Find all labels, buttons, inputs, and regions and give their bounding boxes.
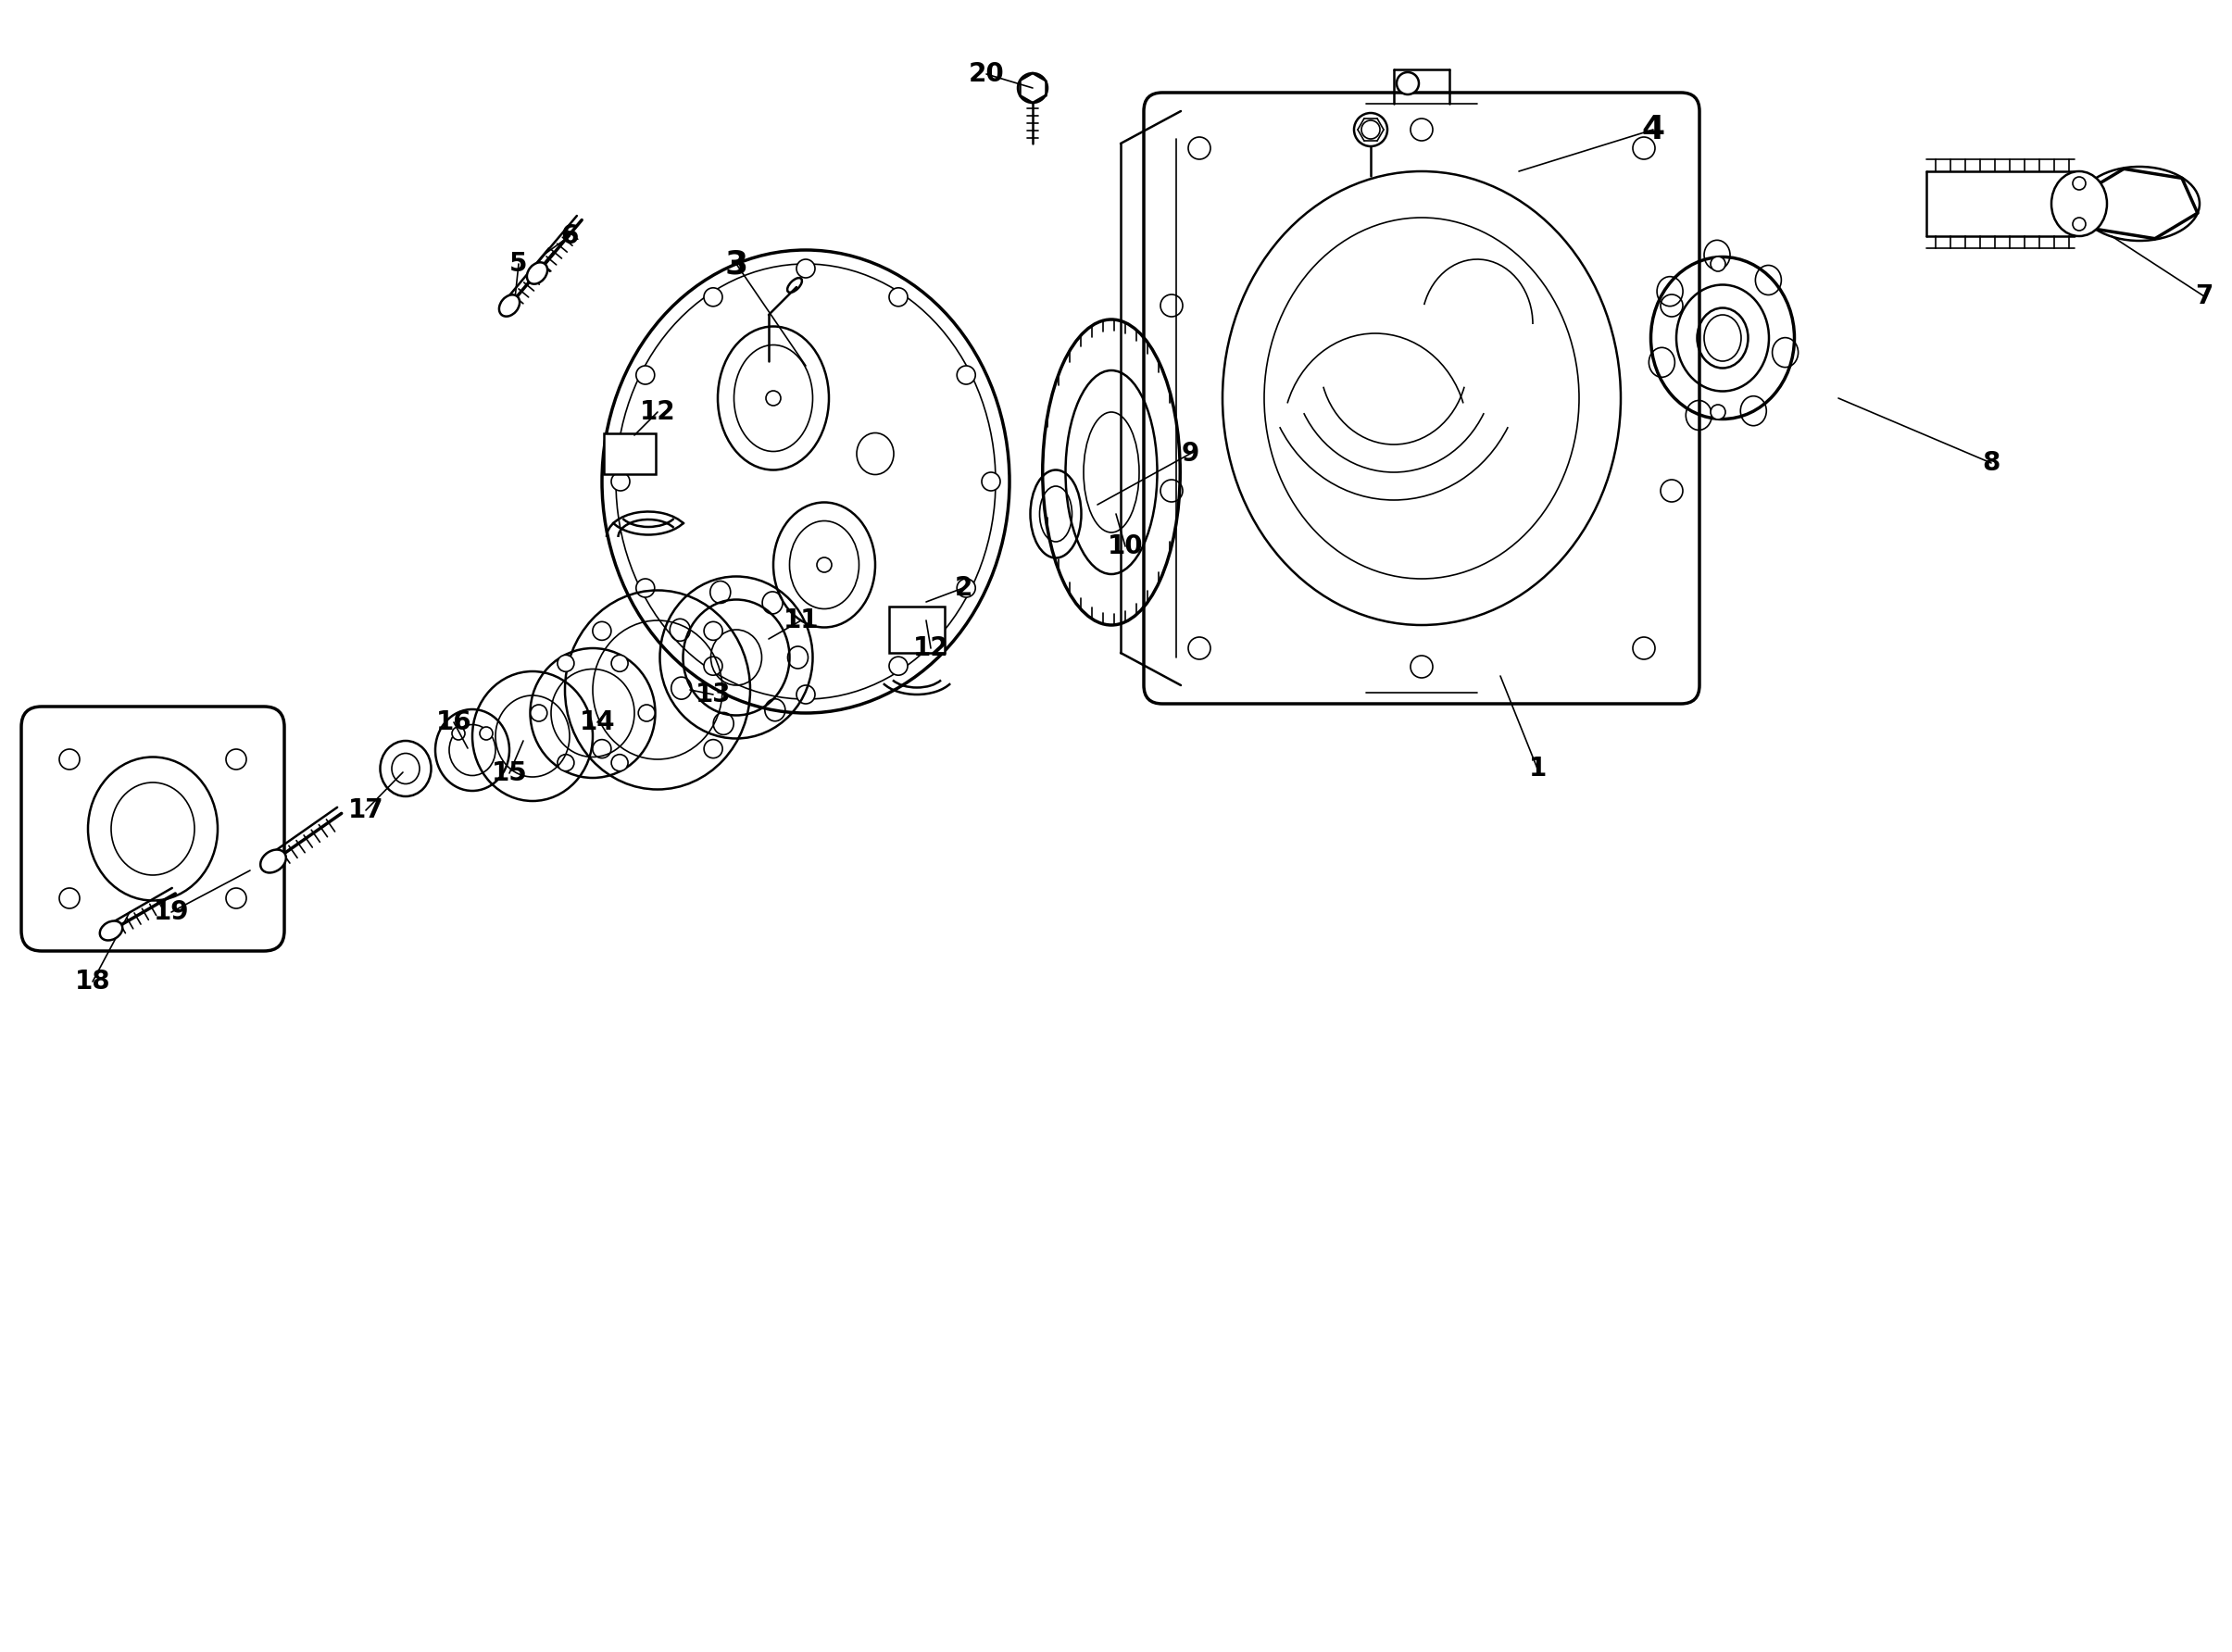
Circle shape bbox=[1161, 294, 1183, 317]
Circle shape bbox=[1661, 479, 1683, 502]
Text: 3: 3 bbox=[725, 248, 748, 279]
Circle shape bbox=[480, 727, 493, 740]
Circle shape bbox=[1187, 638, 1210, 659]
Circle shape bbox=[1710, 405, 1725, 420]
Circle shape bbox=[797, 686, 815, 704]
Text: 13: 13 bbox=[694, 682, 732, 707]
Text: 4: 4 bbox=[1641, 114, 1665, 145]
Circle shape bbox=[1710, 256, 1725, 271]
Text: 12: 12 bbox=[913, 636, 949, 661]
Circle shape bbox=[638, 705, 654, 722]
Circle shape bbox=[1397, 73, 1420, 94]
Text: 20: 20 bbox=[969, 61, 1004, 88]
Ellipse shape bbox=[100, 920, 123, 940]
Text: 2: 2 bbox=[955, 575, 973, 601]
Circle shape bbox=[531, 705, 547, 722]
Circle shape bbox=[1661, 294, 1683, 317]
Bar bbox=[888, 606, 944, 653]
Circle shape bbox=[451, 727, 464, 740]
Text: 16: 16 bbox=[435, 709, 471, 735]
Circle shape bbox=[636, 578, 654, 598]
Text: 6: 6 bbox=[560, 223, 578, 249]
Ellipse shape bbox=[261, 849, 286, 872]
Text: 19: 19 bbox=[154, 899, 190, 925]
Circle shape bbox=[225, 889, 246, 909]
Circle shape bbox=[1634, 137, 1654, 159]
Circle shape bbox=[958, 365, 975, 385]
Circle shape bbox=[1634, 638, 1654, 659]
Ellipse shape bbox=[2051, 172, 2107, 236]
Ellipse shape bbox=[527, 263, 547, 284]
Circle shape bbox=[703, 740, 723, 758]
Text: 7: 7 bbox=[2196, 284, 2214, 309]
Circle shape bbox=[1411, 119, 1433, 140]
Circle shape bbox=[703, 657, 723, 676]
Circle shape bbox=[636, 365, 654, 385]
Circle shape bbox=[60, 748, 80, 770]
Circle shape bbox=[766, 392, 781, 406]
FancyBboxPatch shape bbox=[22, 707, 283, 952]
Circle shape bbox=[1187, 137, 1210, 159]
Text: 14: 14 bbox=[580, 709, 616, 735]
Circle shape bbox=[225, 748, 246, 770]
Circle shape bbox=[1355, 112, 1388, 147]
Text: 9: 9 bbox=[1181, 441, 1199, 468]
Text: 11: 11 bbox=[783, 608, 819, 633]
Circle shape bbox=[982, 472, 1000, 491]
Circle shape bbox=[612, 755, 627, 771]
Text: 8: 8 bbox=[1982, 449, 2000, 476]
Circle shape bbox=[888, 657, 908, 676]
Circle shape bbox=[888, 287, 908, 306]
Circle shape bbox=[558, 654, 574, 672]
Text: 10: 10 bbox=[1107, 534, 1143, 560]
Circle shape bbox=[1411, 656, 1433, 677]
Circle shape bbox=[558, 755, 574, 771]
Text: 12: 12 bbox=[641, 400, 676, 425]
FancyBboxPatch shape bbox=[1143, 93, 1699, 704]
Circle shape bbox=[797, 259, 815, 278]
Text: 1: 1 bbox=[1529, 755, 1547, 781]
Circle shape bbox=[703, 287, 723, 306]
Circle shape bbox=[594, 621, 612, 641]
Circle shape bbox=[612, 654, 627, 672]
Circle shape bbox=[612, 472, 629, 491]
Bar bbox=[605, 433, 656, 474]
Text: 5: 5 bbox=[509, 251, 527, 278]
Circle shape bbox=[703, 621, 723, 641]
Ellipse shape bbox=[500, 294, 520, 317]
Circle shape bbox=[594, 740, 612, 758]
Text: 18: 18 bbox=[74, 968, 112, 995]
Circle shape bbox=[817, 557, 833, 572]
Text: 15: 15 bbox=[491, 760, 527, 786]
Circle shape bbox=[958, 578, 975, 598]
Text: 17: 17 bbox=[348, 798, 384, 823]
Circle shape bbox=[1161, 479, 1183, 502]
Circle shape bbox=[60, 889, 80, 909]
